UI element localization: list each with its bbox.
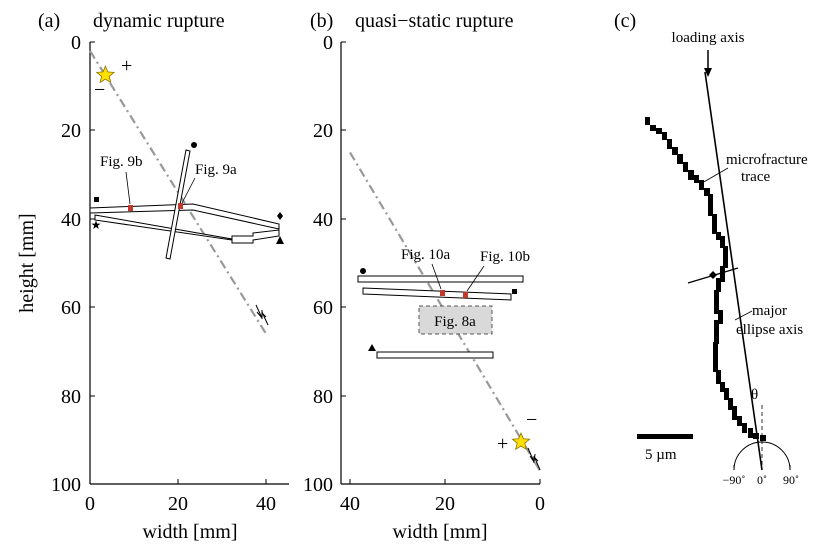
lower-slot — [94, 214, 280, 244]
theta-label: θ — [751, 387, 758, 403]
panel-c-tag: (c) — [614, 10, 636, 32]
panel-a: (a) dynamic rupture 0 20 40 60 80 100 0 … — [16, 10, 289, 543]
ellipse-axis-label: major — [752, 303, 787, 319]
panel-b-tag: (b) — [310, 10, 333, 32]
diamond-marker — [277, 212, 283, 220]
red-marker — [463, 292, 468, 298]
y-tick-label: 100 — [303, 474, 333, 496]
panel-a-y-ticks: 0 20 40 60 80 100 — [51, 32, 95, 496]
x-tick-label: 0 — [535, 493, 545, 515]
sign-minus: − — [526, 409, 537, 431]
y-tick-label: 80 — [61, 386, 81, 408]
panel-b-title: quasi−static rupture — [355, 10, 514, 32]
circle-marker — [360, 268, 366, 274]
slot-bottom — [376, 351, 494, 359]
ellipse-center-icon — [709, 271, 717, 279]
red-marker — [128, 205, 133, 211]
annotation-fig-9a: Fig. 9a — [195, 162, 237, 178]
upper-slot — [89, 203, 280, 230]
red-marker — [178, 203, 183, 209]
y-tick-label: 40 — [61, 209, 81, 231]
angle-label: 0˚ — [757, 473, 767, 487]
panel-b-slots — [357, 275, 524, 359]
panel-a-ylabel: height [mm] — [16, 213, 38, 312]
star-marker: ★ — [91, 218, 102, 232]
scale-bar-label: 5 µm — [645, 447, 677, 463]
annotation-fig-10b: Fig. 10b — [480, 249, 530, 265]
annotation-fig-8a: Fig. 8a — [434, 314, 476, 330]
x-tick-label: 20 — [168, 493, 188, 515]
y-tick-label: 0 — [71, 32, 81, 54]
major-ellipse-axis-line — [704, 71, 763, 471]
ellipse-axis-label: ellipse axis — [736, 322, 803, 338]
panel-b-xlabel: width [mm] — [393, 521, 488, 543]
microfracture-label: microfracture — [726, 152, 808, 168]
square-marker — [512, 289, 517, 294]
annotation-fig-9b: Fig. 9b — [100, 154, 143, 170]
fig-8a-box — [418, 305, 493, 335]
y-tick-label: 60 — [313, 297, 333, 319]
panel-b: (b) quasi−static rupture 0 20 40 60 80 1… — [303, 10, 545, 543]
slip-arrows-icon — [527, 447, 541, 471]
triangle-marker — [368, 344, 376, 351]
loading-arrow-icon — [704, 50, 712, 77]
circle-marker — [191, 142, 197, 148]
angle-gauge — [733, 441, 791, 471]
panel-a-xlabel: width [mm] — [143, 521, 238, 543]
microfracture-label: trace — [741, 169, 770, 185]
angle-label: −90˚ — [723, 473, 746, 487]
y-tick-label: 0 — [323, 32, 333, 54]
annotation-fig-10a: Fig. 10a — [401, 247, 451, 263]
loading-axis-label: loading axis — [672, 30, 745, 46]
epicenter-star-icon — [511, 431, 531, 451]
panel-b-x-ticks: 40 20 0 — [340, 479, 545, 515]
y-tick-label: 60 — [61, 297, 81, 319]
y-tick-label: 20 — [61, 120, 81, 142]
x-tick-label: 40 — [256, 493, 276, 515]
sign-minus: − — [94, 79, 105, 101]
angle-label: 90˚ — [783, 473, 799, 487]
y-tick-label: 20 — [313, 120, 333, 142]
sign-plus: + — [497, 433, 508, 455]
panel-a-tag: (a) — [38, 10, 60, 32]
panel-b-y-ticks: 0 20 40 60 80 100 — [303, 32, 346, 496]
x-tick-label: 40 — [340, 493, 360, 515]
slot-tilted — [362, 287, 512, 301]
y-tick-label: 80 — [313, 386, 333, 408]
triangle-marker — [276, 236, 284, 244]
panel-a-x-ticks: 0 20 40 — [85, 479, 276, 515]
square-marker — [94, 197, 99, 202]
sign-plus: + — [121, 55, 132, 77]
y-tick-label: 40 — [313, 209, 333, 231]
x-tick-label: 20 — [435, 493, 455, 515]
x-tick-label: 0 — [85, 493, 95, 515]
red-marker — [440, 290, 445, 296]
slip-arrows-icon — [255, 304, 269, 326]
y-tick-label: 100 — [51, 474, 81, 496]
panel-a-title: dynamic rupture — [93, 10, 225, 32]
slot-top — [357, 275, 524, 283]
scale-bar — [637, 434, 693, 439]
panel-c: (c) loading axis microfracture trace maj… — [614, 10, 808, 487]
epicenter-star-icon — [95, 65, 116, 84]
